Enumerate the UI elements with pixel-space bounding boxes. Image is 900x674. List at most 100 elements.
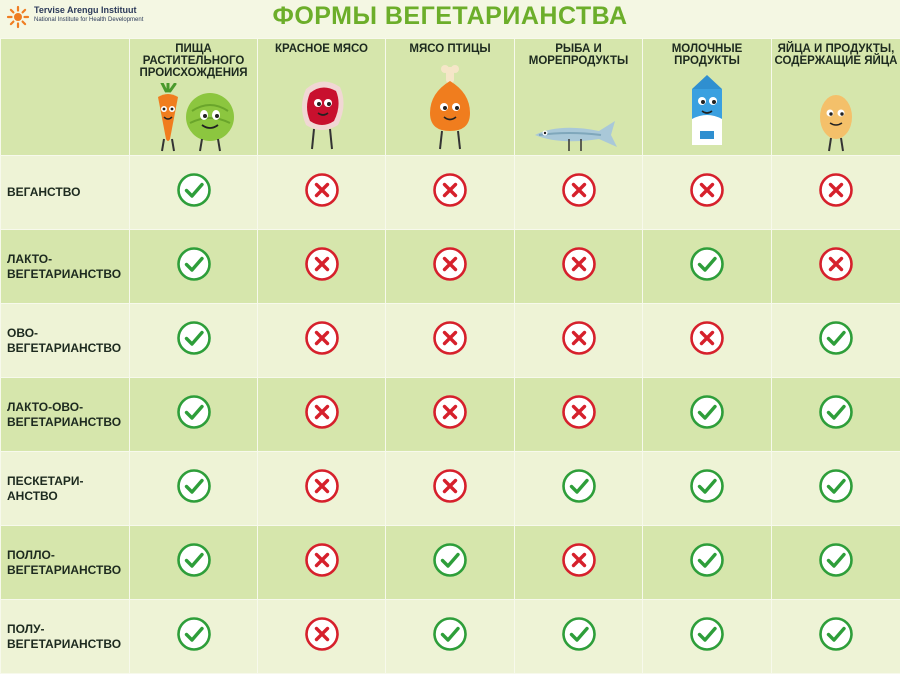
table-row: ОВО-ВЕГЕТАРИАНСТВО: [1, 304, 900, 378]
check-icon: [818, 542, 854, 578]
column-label: КРАСНОЕ МЯСО: [258, 43, 385, 55]
status-cell: [515, 452, 643, 526]
cross-icon: [818, 172, 854, 208]
diet-name: ПОЛЛО-ВЕГЕТАРИАНСТВО: [1, 526, 130, 600]
cross-icon: [818, 246, 854, 282]
status-cell: [515, 156, 643, 230]
check-icon: [176, 246, 212, 282]
diet-name: ПОЛУ-ВЕГЕТАРИАНСТВО: [1, 600, 130, 674]
status-cell: [643, 156, 772, 230]
status-cell: [643, 230, 772, 304]
status-cell: [130, 378, 258, 452]
check-icon: [176, 394, 212, 430]
diet-name: ПЕСКЕТАРИ-АНСТВО: [1, 452, 130, 526]
status-cell: [386, 600, 515, 674]
check-icon: [689, 246, 725, 282]
status-cell: [515, 378, 643, 452]
status-cell: [772, 304, 900, 378]
status-cell: [643, 600, 772, 674]
cross-icon: [304, 320, 340, 356]
check-icon: [432, 616, 468, 652]
poultry-icon: [420, 65, 480, 153]
check-icon: [176, 616, 212, 652]
status-cell: [258, 230, 386, 304]
diet-name: ВЕГАНСТВО: [1, 156, 130, 230]
vegetables-icon: [144, 83, 244, 153]
status-cell: [258, 378, 386, 452]
status-cell: [643, 378, 772, 452]
status-cell: [772, 156, 900, 230]
cross-icon: [304, 246, 340, 282]
cross-icon: [432, 394, 468, 430]
check-icon: [689, 542, 725, 578]
check-icon: [689, 468, 725, 504]
status-cell: [386, 526, 515, 600]
status-cell: [258, 600, 386, 674]
column-header-dairy: МОЛОЧНЫЕ ПРОДУКТЫ: [643, 39, 772, 156]
cross-icon: [304, 468, 340, 504]
status-cell: [258, 452, 386, 526]
check-icon: [818, 394, 854, 430]
status-cell: [130, 156, 258, 230]
table-row: ЛАКТО-ВЕГЕТАРИАНСТВО: [1, 230, 900, 304]
status-cell: [643, 526, 772, 600]
fish-icon: [529, 113, 629, 153]
column-label: ПИЩА РАСТИТЕЛЬНОГО ПРОИСХОЖДЕНИЯ: [130, 43, 257, 79]
column-header-eggs: ЯЙЦА И ПРОДУКТЫ, СОДЕРЖАЩИЕ ЯЙЦА: [772, 39, 900, 156]
diet-name: ЛАКТО-ВЕГЕТАРИАНСТВО: [1, 230, 130, 304]
red-meat-icon: [292, 73, 352, 153]
cross-icon: [432, 172, 468, 208]
cross-icon: [304, 542, 340, 578]
cross-icon: [561, 542, 597, 578]
cross-icon: [561, 172, 597, 208]
cross-icon: [689, 172, 725, 208]
status-cell: [515, 526, 643, 600]
column-label: ЯЙЦА И ПРОДУКТЫ, СОДЕРЖАЩИЕ ЯЙЦА: [772, 43, 900, 67]
table-row: ВЕГАНСТВО: [1, 156, 900, 230]
table-row: ПЕСКЕТАРИ-АНСТВО: [1, 452, 900, 526]
status-cell: [772, 452, 900, 526]
status-cell: [258, 526, 386, 600]
cross-icon: [432, 468, 468, 504]
status-cell: [772, 526, 900, 600]
check-icon: [176, 320, 212, 356]
status-cell: [643, 304, 772, 378]
status-cell: [386, 378, 515, 452]
check-icon: [818, 616, 854, 652]
column-header-fish: РЫБА И МОРЕПРОДУКТЫ: [515, 39, 643, 156]
status-cell: [386, 452, 515, 526]
table-row: ПОЛЛО-ВЕГЕТАРИАНСТВО: [1, 526, 900, 600]
status-cell: [130, 600, 258, 674]
diet-name: ОВО-ВЕГЕТАРИАНСТВО: [1, 304, 130, 378]
status-cell: [258, 156, 386, 230]
check-icon: [689, 616, 725, 652]
status-cell: [515, 600, 643, 674]
check-icon: [176, 468, 212, 504]
egg-icon: [811, 89, 861, 153]
status-cell: [515, 230, 643, 304]
status-cell: [130, 526, 258, 600]
column-header-red-meat: КРАСНОЕ МЯСО: [258, 39, 386, 156]
status-cell: [130, 452, 258, 526]
column-label: РЫБА И МОРЕПРОДУКТЫ: [515, 43, 642, 67]
diet-table: ПИЩА РАСТИТЕЛЬНОГО ПРОИСХОЖДЕНИЯ: [0, 38, 900, 674]
status-cell: [515, 304, 643, 378]
cross-icon: [304, 172, 340, 208]
cross-icon: [689, 320, 725, 356]
page-title: ФОРМЫ ВЕГЕТАРИАНСТВА: [0, 2, 900, 31]
column-header-plant-food: ПИЩА РАСТИТЕЛЬНОГО ПРОИСХОЖДЕНИЯ: [130, 39, 258, 156]
corner-cell: [1, 39, 130, 156]
cross-icon: [561, 394, 597, 430]
status-cell: [643, 452, 772, 526]
check-icon: [176, 172, 212, 208]
column-label: МОЛОЧНЫЕ ПРОДУКТЫ: [643, 43, 771, 67]
cross-icon: [304, 394, 340, 430]
status-cell: [258, 304, 386, 378]
check-icon: [561, 616, 597, 652]
column-header-row: ПИЩА РАСТИТЕЛЬНОГО ПРОИСХОЖДЕНИЯ: [1, 39, 900, 156]
check-icon: [432, 542, 468, 578]
check-icon: [689, 394, 725, 430]
table-row: ЛАКТО-ОВО-ВЕГЕТАРИАНСТВО: [1, 378, 900, 452]
status-cell: [772, 378, 900, 452]
top-bar: Tervise Arengu Instituut National Instit…: [0, 0, 900, 38]
